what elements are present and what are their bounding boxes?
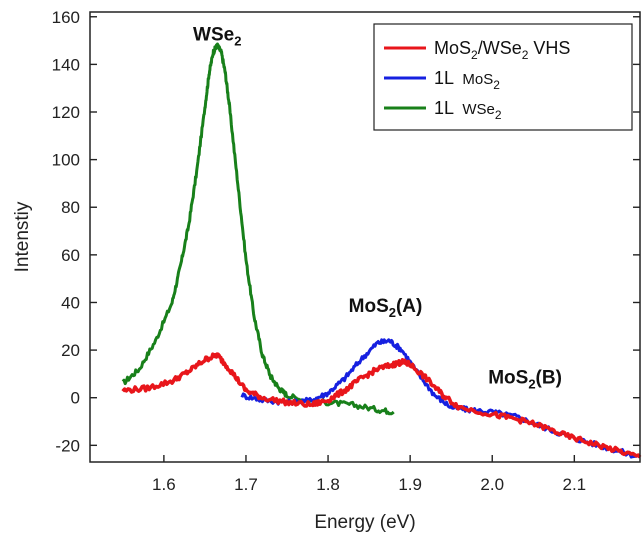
x-axis-title: Energy (eV) bbox=[314, 512, 415, 533]
x-tick-label: 1.6 bbox=[152, 475, 176, 494]
legend-label: 1L WSe2 bbox=[434, 98, 502, 122]
series-line-mos2-wse2-vhs bbox=[121, 352, 642, 459]
y-tick-label: 100 bbox=[52, 151, 80, 170]
legend-label: 1L MoS2 bbox=[434, 68, 500, 92]
y-tick-label: 80 bbox=[61, 198, 80, 217]
y-tick-label: 0 bbox=[71, 389, 80, 408]
peak-annotation: MoS2(A) bbox=[349, 296, 423, 320]
y-tick-label: 120 bbox=[52, 103, 80, 122]
y-tick-label: 160 bbox=[52, 8, 80, 27]
plot-frame bbox=[89, 11, 641, 463]
legend-label: MoS2/WSe2 VHS bbox=[434, 38, 570, 62]
x-tick-label: 1.8 bbox=[316, 475, 340, 494]
series-line-1l-wse2 bbox=[121, 42, 395, 416]
peak-annotation: WSe2 bbox=[193, 25, 241, 49]
y-tick-label: -20 bbox=[55, 436, 80, 455]
peak-annotation: MoS2(B) bbox=[488, 367, 562, 391]
y-tick-label: 20 bbox=[61, 341, 80, 360]
y-tick-label: 140 bbox=[52, 55, 80, 74]
y-tick-label: 60 bbox=[61, 246, 80, 265]
x-tick-label: 1.9 bbox=[398, 475, 422, 494]
x-tick-label: 2.0 bbox=[480, 475, 504, 494]
y-axis-title: Intenstiy bbox=[12, 201, 33, 272]
legend: MoS2/WSe2 VHS 1L MoS2 1L WSe2 bbox=[373, 23, 633, 131]
x-tick-label: 2.1 bbox=[563, 475, 587, 494]
y-tick-label: 40 bbox=[61, 293, 80, 312]
x-tick-label: 1.7 bbox=[234, 475, 258, 494]
